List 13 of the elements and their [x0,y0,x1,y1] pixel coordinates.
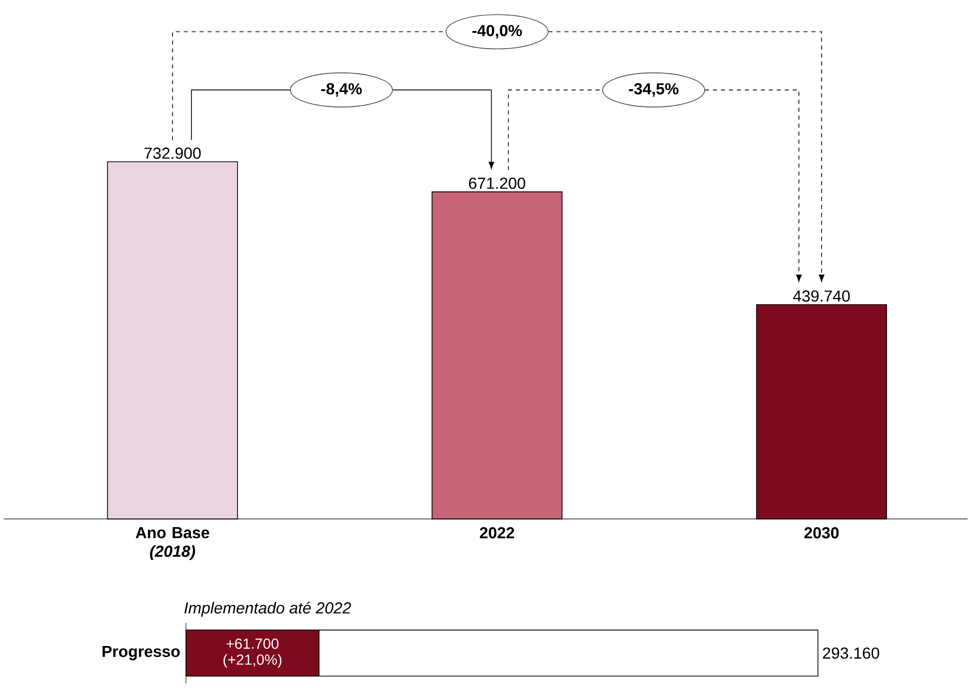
text: -34,5% [629,83,678,97]
x-tick-label: 2030 [804,527,839,539]
data-label: 439.740 [793,290,850,302]
y-tick-label: Progresso [102,646,180,660]
data-label: 732.900 [144,148,201,159]
text: -40,0% [472,24,522,39]
text: -8,4% [321,83,362,97]
data-label: +61.700 (+21,0%) [224,638,282,668]
x-tick-label: 2022 [480,527,514,538]
data-label: 671.200 [469,178,526,189]
total-label: 293.160 [822,648,880,659]
x-tick-label: Ano Base (2018) [136,527,210,560]
text: Implementado até 2022 [184,602,351,617]
